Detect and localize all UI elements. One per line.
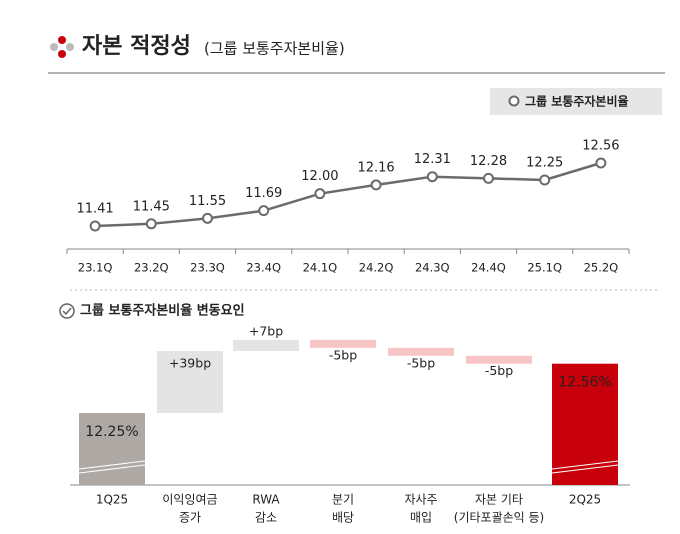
- x-tick-label: 24.4Q: [471, 261, 506, 275]
- bar: [388, 347, 454, 356]
- x-tick-label: 24.1Q: [303, 261, 338, 275]
- check-icon: [59, 303, 75, 319]
- value-label: 12.25%: [85, 424, 138, 440]
- point: [258, 205, 270, 217]
- x-tick-label: RWA: [252, 493, 280, 507]
- x-tick-label: 24.2Q: [359, 261, 394, 275]
- x-tick-label: (기타포괄손익 등): [454, 511, 544, 525]
- x-tick-label: 매입: [410, 511, 432, 525]
- point: [426, 171, 438, 183]
- x-tick-label: 감소: [255, 511, 277, 525]
- x-tick-label: 배당: [332, 511, 354, 525]
- bar-hatch: [78, 460, 146, 474]
- bar: [233, 339, 299, 351]
- x-tick-label: 이익잉여금: [162, 493, 217, 507]
- value-label: 12.28: [470, 154, 507, 169]
- x-tick-label: 자본 기타: [475, 493, 523, 507]
- point: [483, 172, 494, 184]
- point: [145, 218, 157, 230]
- legend-marker: [508, 95, 520, 107]
- bar: [310, 339, 376, 348]
- bar-hatch: [551, 460, 619, 474]
- x-tick-label: 23.3Q: [190, 261, 225, 275]
- value-label: -5bp: [329, 347, 357, 362]
- x-tick-label: 23.1Q: [78, 261, 113, 275]
- value-label: +7bp: [249, 323, 283, 338]
- x-tick-label: 자사주: [404, 493, 437, 507]
- subtitle: (그룹 보통주자본비율): [204, 40, 345, 58]
- line: [95, 161, 602, 228]
- bar: [157, 350, 223, 413]
- value-label: +39bp: [169, 355, 211, 370]
- x-tick-label: 25.1Q: [527, 261, 562, 275]
- value-label: -5bp: [407, 355, 435, 370]
- section-title: 그룹 보통주자본비율 변동요인: [80, 303, 245, 319]
- x-tick-label: 분기: [332, 493, 354, 507]
- value-label: 12.00: [301, 169, 338, 184]
- bar: [79, 413, 145, 485]
- value-label: 11.69: [245, 186, 282, 201]
- value-label: 12.56%: [558, 375, 611, 391]
- value-label: 11.55: [189, 194, 226, 209]
- x-tick-label: 25.2Q: [584, 261, 619, 275]
- value-label: 11.41: [76, 202, 113, 217]
- x-tick-label: 24.3Q: [415, 261, 450, 275]
- x-tick-label: 2Q25: [569, 493, 601, 507]
- value-label: -5bp: [485, 363, 513, 378]
- point: [539, 174, 551, 186]
- bar: [466, 355, 532, 364]
- x-tick-label: 23.2Q: [134, 261, 169, 275]
- title-icon: [50, 36, 74, 58]
- legend-label: 그룹 보통주자본비율: [525, 94, 629, 109]
- value-label: 11.45: [133, 199, 170, 214]
- title: 자본 적정성: [82, 34, 191, 59]
- value-label: 12.16: [357, 160, 394, 175]
- point: [370, 179, 382, 191]
- x-tick-label: 23.4Q: [246, 261, 281, 275]
- point: [89, 220, 101, 232]
- x-tick-label: 증가: [179, 511, 201, 525]
- value-label: 12.31: [414, 152, 451, 167]
- point: [314, 188, 326, 200]
- value-label: 12.25: [526, 155, 563, 170]
- point: [202, 212, 213, 224]
- x-tick-label: 1Q25: [96, 493, 128, 507]
- value-label: 12.56: [582, 139, 619, 154]
- point: [595, 157, 607, 169]
